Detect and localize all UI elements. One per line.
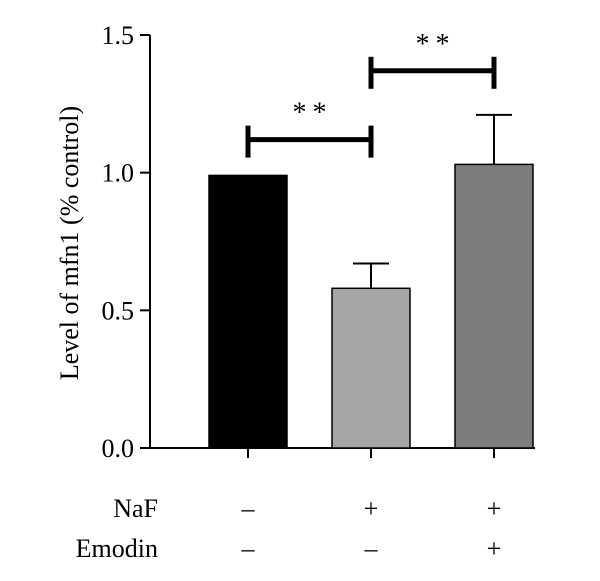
y-tick-label: 0.5	[102, 296, 135, 325]
condition-sign: +	[487, 534, 502, 563]
condition-label-emodin: Emodin	[76, 534, 158, 563]
y-tick-label: 1.5	[102, 21, 135, 50]
condition-sign: +	[364, 494, 379, 523]
plot-area: 0.0 0.5 1.0 1.5 ** **	[102, 21, 535, 463]
condition-sign: +	[487, 494, 502, 523]
bar-naf	[331, 287, 411, 449]
condition-sign: –	[241, 494, 256, 523]
significance-label: **	[416, 29, 456, 60]
y-tick-label: 0.0	[102, 434, 135, 463]
condition-label-naf: NaF	[113, 494, 158, 523]
bar-control	[208, 174, 288, 449]
condition-sign: –	[241, 534, 256, 563]
y-axis-label: Level of mfn1 (% control)	[55, 106, 84, 380]
significance-label: **	[293, 98, 333, 129]
y-tick-label: 1.0	[102, 159, 135, 188]
bar-naf-emodin	[454, 163, 534, 449]
condition-table: NaF – + + Emodin – – +	[76, 494, 502, 563]
condition-sign: –	[364, 534, 379, 563]
